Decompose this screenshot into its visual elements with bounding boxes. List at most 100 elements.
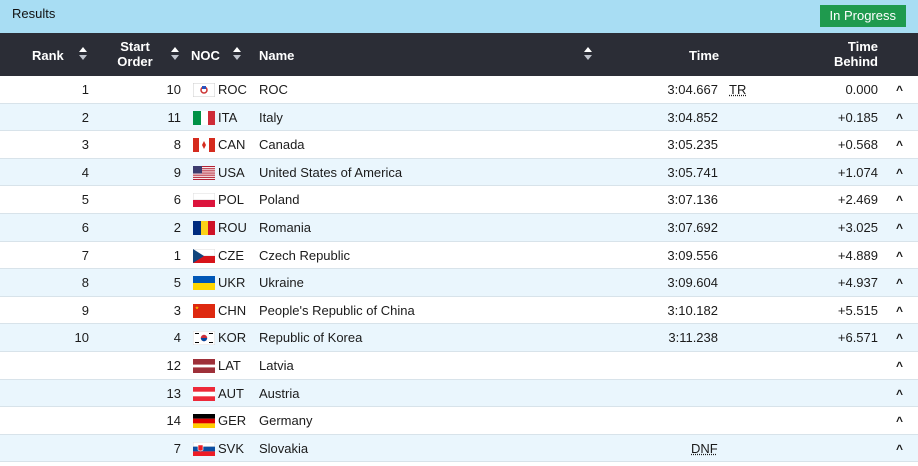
- country-name-cell: Ukraine: [259, 275, 304, 291]
- noc-cell: USA: [218, 164, 245, 180]
- start-order-cell: 4: [173, 330, 181, 346]
- chevron-up-icon[interactable]: ^: [896, 193, 904, 208]
- start-order-cell: 1: [173, 247, 181, 263]
- table-header: Rank Start Order NOC Name Time Time Behind: [0, 33, 918, 76]
- time-cell: 3:10.182: [667, 302, 718, 318]
- start-order-cell: 13: [166, 385, 181, 401]
- time-behind-column-header: Time Behind: [833, 39, 878, 69]
- time-behind-cell: +3.025: [837, 219, 878, 235]
- time-behind-cell: +2.469: [837, 192, 878, 208]
- chevron-up-icon[interactable]: ^: [896, 248, 904, 263]
- result-row[interactable]: 8 5 UKR Ukraine 3:09.604 +4.937 ^: [0, 269, 918, 297]
- rank-cell: 2: [81, 109, 89, 125]
- country-name-cell: Republic of Korea: [259, 330, 363, 346]
- noc-cell: ROC: [218, 82, 247, 97]
- latvia-flag-icon: [193, 358, 215, 373]
- start-order-cell: 3: [173, 302, 181, 318]
- sort-noc-icon[interactable]: [232, 46, 242, 62]
- time-cell: 3:09.604: [667, 275, 718, 291]
- chevron-up-icon[interactable]: ^: [896, 110, 904, 125]
- country-name-cell: ROC: [259, 82, 288, 97]
- time-behind-cell: +6.571: [837, 330, 878, 346]
- result-row[interactable]: 6 2 ROU Romania 3:07.692 +3.025 ^: [0, 213, 918, 242]
- start-order-cell: 11: [167, 109, 182, 125]
- time-cell: 3:11.238: [668, 330, 718, 346]
- noc-cell: ITA: [218, 109, 238, 125]
- rank-cell: 9: [81, 302, 89, 318]
- result-row[interactable]: 13 AUT Austria ^: [0, 379, 918, 408]
- result-note: DNF: [691, 440, 718, 456]
- time-cell: 3:07.136: [667, 192, 718, 208]
- start-order-cell: 5: [173, 275, 181, 291]
- rank-cell: 6: [81, 219, 89, 235]
- result-row[interactable]: 5 6 POL Poland 3:07.136 +2.469 ^: [0, 186, 918, 214]
- start-order-cell: 6: [173, 192, 181, 208]
- chevron-up-icon[interactable]: ^: [896, 83, 904, 97]
- time-cell: 3:05.235: [667, 137, 718, 153]
- status-badge: In Progress: [819, 5, 906, 27]
- country-name-cell: Canada: [259, 137, 305, 153]
- rank-cell: 1: [81, 82, 89, 97]
- noc-column-header[interactable]: NOC: [191, 48, 220, 63]
- chevron-up-icon[interactable]: ^: [896, 441, 904, 456]
- start-order-cell: 2: [173, 219, 181, 235]
- noc-cell: AUT: [218, 385, 244, 401]
- result-row[interactable]: 2 11 ITA Italy 3:04.852 +0.185 ^: [0, 103, 918, 132]
- austria-flag-icon: [193, 386, 215, 401]
- rank-cell: 3: [81, 137, 89, 153]
- chevron-up-icon[interactable]: ^: [896, 165, 904, 180]
- results-title: Results: [12, 6, 56, 21]
- rank-cell: 5: [81, 192, 89, 208]
- start-order-column-header[interactable]: Start Order: [117, 39, 153, 69]
- result-row[interactable]: 9 3 CHN People's Republic of China 3:10.182 +…: [0, 297, 918, 325]
- germany-flag-icon: [193, 414, 215, 429]
- time-behind-cell: +1.074: [837, 164, 878, 180]
- chevron-up-icon[interactable]: ^: [896, 220, 904, 235]
- italy-flag-icon: [193, 110, 215, 125]
- chevron-up-icon[interactable]: ^: [896, 303, 904, 318]
- result-row[interactable]: 12 LAT Latvia ^: [0, 352, 918, 380]
- canada-flag-icon: [193, 138, 215, 153]
- result-row[interactable]: 1 10 ROC ROC 3:04.667 TR 0.000 ^: [0, 76, 918, 104]
- usa-flag-icon: [193, 165, 215, 180]
- time-cell: 3:04.667: [667, 82, 718, 97]
- roc-flag-icon: [193, 83, 215, 97]
- result-row[interactable]: 10 4 KOR Republic of Korea 3:11.238 +6.571 ^: [0, 324, 918, 352]
- country-name-cell: Latvia: [259, 357, 294, 373]
- sort-rank-icon[interactable]: [78, 46, 88, 62]
- country-name-cell: Romania: [259, 219, 312, 235]
- chevron-up-icon[interactable]: ^: [896, 331, 904, 346]
- noc-cell: SVK: [218, 440, 245, 456]
- chevron-up-icon[interactable]: ^: [896, 386, 904, 401]
- romania-flag-icon: [193, 220, 215, 235]
- name-column-header[interactable]: Name: [259, 48, 295, 63]
- result-note: TR: [729, 82, 747, 97]
- chevron-up-icon[interactable]: ^: [896, 358, 904, 373]
- rank-column-header[interactable]: Rank: [32, 48, 64, 63]
- noc-cell: UKR: [218, 275, 246, 291]
- result-row[interactable]: 3 8 CAN Canada 3:05.235 +0.568 ^: [0, 131, 918, 159]
- sort-start-order-icon[interactable]: [170, 46, 180, 62]
- results-header-bar: Results In Progress: [0, 0, 918, 33]
- noc-cell: GER: [218, 413, 247, 429]
- korea-flag-icon: [193, 331, 215, 346]
- start-order-cell: 8: [173, 137, 181, 153]
- time-behind-cell: +4.937: [837, 275, 878, 291]
- sort-name-icon[interactable]: [583, 46, 593, 62]
- chevron-up-icon[interactable]: ^: [896, 138, 904, 153]
- result-row[interactable]: 14 GER Germany ^: [0, 407, 918, 435]
- chevron-up-icon[interactable]: ^: [896, 414, 904, 429]
- time-column-header: Time: [689, 48, 720, 63]
- ukraine-flag-icon: [193, 276, 215, 291]
- result-row[interactable]: 7 SVK Slovakia DNF ^: [0, 434, 918, 463]
- time-cell: 3:04.852: [667, 109, 718, 125]
- slovakia-flag-icon: [193, 441, 215, 456]
- time-cell: 3:05.741: [667, 164, 718, 180]
- time-behind-cell: +5.515: [837, 302, 878, 318]
- noc-cell: KOR: [218, 330, 247, 346]
- chevron-up-icon[interactable]: ^: [896, 276, 904, 291]
- time-behind-cell: +0.185: [837, 109, 878, 125]
- result-row[interactable]: 7 1 CZE Czech Republic 3:09.556 +4.889 ^: [0, 242, 918, 270]
- result-row[interactable]: 4 9 USA United States of America 3:05.741 +1.…: [0, 158, 918, 187]
- time-behind-cell: 0.000: [845, 82, 878, 97]
